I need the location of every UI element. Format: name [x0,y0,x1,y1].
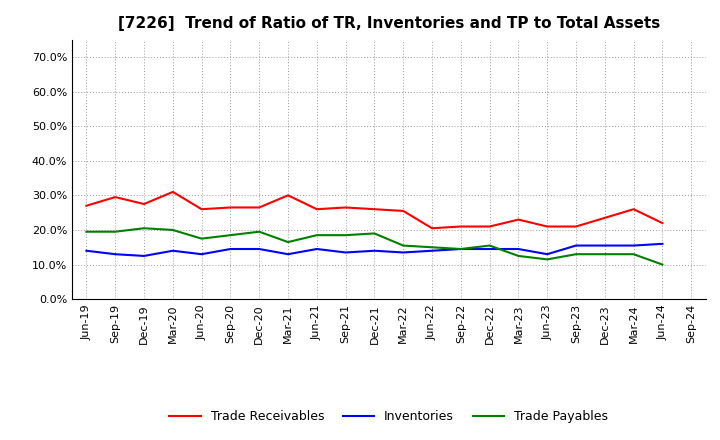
Trade Receivables [226,205,235,210]
Trade Receivables [168,189,177,194]
Trade Payables [428,245,436,250]
Trade Payables [226,232,235,238]
Line: Inventories: Inventories [86,244,662,256]
Trade Payables [514,253,523,259]
Line: Trade Receivables: Trade Receivables [86,192,662,228]
Trade Payables [600,252,609,257]
Trade Receivables [600,215,609,220]
Trade Payables [284,239,292,245]
Trade Payables [370,231,379,236]
Trade Payables [168,227,177,233]
Trade Receivables [255,205,264,210]
Trade Payables [312,232,321,238]
Trade Receivables [485,224,494,229]
Trade Receivables [543,224,552,229]
Inventories [572,243,580,248]
Trade Payables [543,257,552,262]
Title: [7226]  Trend of Ratio of TR, Inventories and TP to Total Assets: [7226] Trend of Ratio of TR, Inventories… [117,16,660,32]
Inventories [600,243,609,248]
Inventories [399,250,408,255]
Trade Payables [485,243,494,248]
Trade Payables [341,232,350,238]
Trade Receivables [341,205,350,210]
Trade Receivables [456,224,465,229]
Inventories [111,252,120,257]
Inventories [168,248,177,253]
Trade Receivables [284,193,292,198]
Trade Payables [629,252,638,257]
Trade Receivables [111,194,120,200]
Trade Payables [255,229,264,235]
Inventories [140,253,148,259]
Inventories [341,250,350,255]
Trade Payables [111,229,120,235]
Inventories [255,246,264,252]
Inventories [197,252,206,257]
Trade Payables [658,262,667,267]
Trade Receivables [140,202,148,207]
Inventories [485,246,494,252]
Trade Receivables [658,220,667,226]
Inventories [428,248,436,253]
Trade Receivables [82,203,91,209]
Inventories [82,248,91,253]
Inventories [226,246,235,252]
Trade Receivables [370,206,379,212]
Trade Payables [197,236,206,241]
Inventories [312,246,321,252]
Trade Payables [456,246,465,252]
Inventories [514,246,523,252]
Trade Receivables [399,208,408,213]
Inventories [543,252,552,257]
Inventories [629,243,638,248]
Inventories [284,252,292,257]
Trade Payables [82,229,91,235]
Trade Payables [572,252,580,257]
Trade Receivables [572,224,580,229]
Trade Receivables [514,217,523,222]
Line: Trade Payables: Trade Payables [86,228,662,264]
Trade Receivables [428,226,436,231]
Trade Payables [399,243,408,248]
Inventories [658,241,667,246]
Inventories [370,248,379,253]
Legend: Trade Receivables, Inventories, Trade Payables: Trade Receivables, Inventories, Trade Pa… [164,405,613,428]
Trade Receivables [312,206,321,212]
Inventories [456,246,465,252]
Trade Receivables [629,206,638,212]
Trade Receivables [197,206,206,212]
Trade Payables [140,226,148,231]
